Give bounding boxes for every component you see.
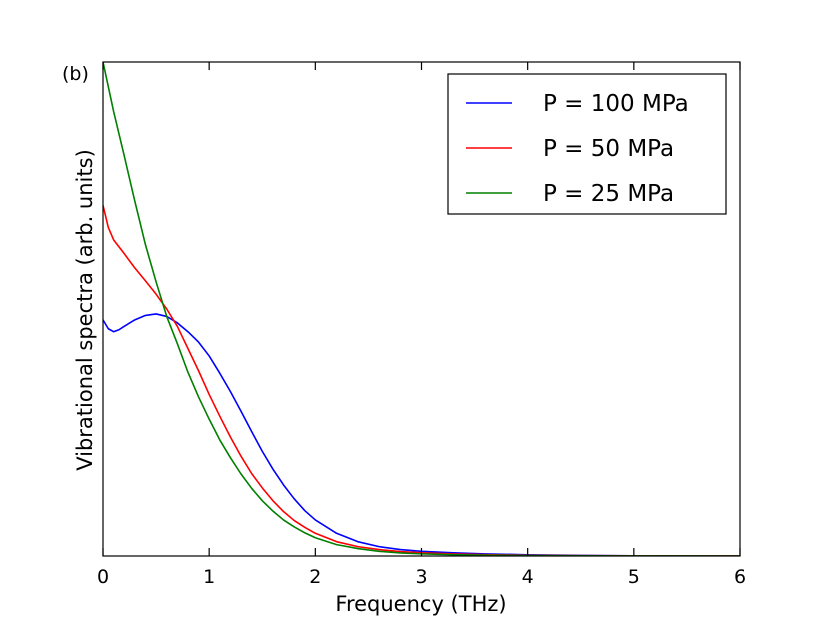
legend: P = 100 MPa P = 50 MPa P = 25 MPa: [447, 73, 727, 215]
x-tick-label-6: 6: [734, 566, 746, 588]
series-line-1: [103, 313, 740, 556]
x-axis-title: Frequency (THz): [335, 592, 506, 616]
legend-box: [447, 73, 727, 215]
x-tick-label-3: 3: [415, 566, 427, 588]
x-tick-label-2: 2: [309, 566, 321, 588]
axes-layer: 0 1 2 3 4 5 6: [97, 61, 746, 588]
series-line-3: [103, 62, 740, 556]
series-layer: [103, 62, 740, 556]
panel-label: (b): [62, 63, 89, 85]
legend-label-3: P = 25 MPa: [543, 181, 674, 207]
x-tick-label-0: 0: [97, 566, 109, 588]
legend-label-2: P = 50 MPa: [543, 136, 674, 162]
y-axis-title: Vibrational spectra (arb. units): [73, 149, 97, 471]
x-tick-label-1: 1: [203, 566, 215, 588]
x-tick-label-4: 4: [522, 566, 534, 588]
legend-label-1: P = 100 MPa: [543, 91, 689, 117]
x-tick-label-5: 5: [628, 566, 640, 588]
